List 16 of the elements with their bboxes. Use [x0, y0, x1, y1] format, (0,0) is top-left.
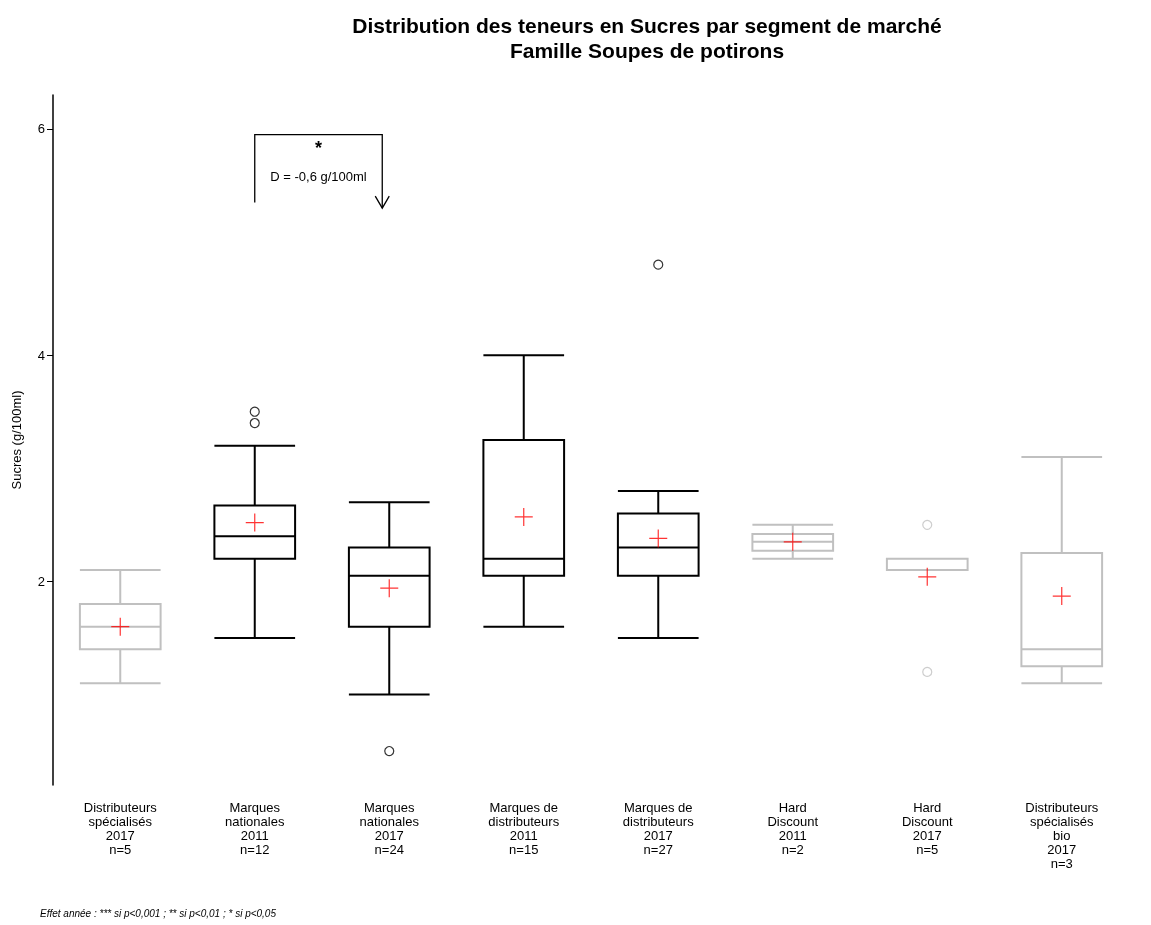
- x-tick-label: Marques nationales 2011 n=12: [225, 799, 285, 857]
- annotation: *: [314, 138, 323, 159]
- x-tick-label: Marques de distributeurs 2011 n=15: [488, 799, 560, 857]
- y-tick-label: 6: [37, 121, 45, 137]
- x-tick-label: Hard Discount 2017 n=5: [901, 799, 953, 857]
- y-tick-label: 4: [37, 347, 45, 363]
- text: Effet année : *** si p<0,001 ; ** si p<0,01 ; * si p<0,05: [40, 907, 277, 919]
- x-tick-label: Marques nationales 2017 n=24: [359, 799, 420, 857]
- x-tick-label: Marques de distributeurs 2017 n=27: [622, 799, 695, 857]
- x-tick-label: Distributeurs spécialisés 2017 n=5: [83, 799, 158, 857]
- chart-title: Distribution des teneurs en Sucres par segment de marché Famille Soupes de potirons: [352, 14, 942, 62]
- annotation: D = -0,6 g/100ml: [270, 168, 367, 184]
- x-tick-label: Hard Discount 2011 n=2: [767, 799, 819, 857]
- y-tick-label: 2: [37, 573, 45, 589]
- x-tick-label: Distributeurs spécialisés bio 2017 n=3: [1025, 799, 1099, 871]
- y-axis-title: Sucres (g/100ml): [9, 390, 24, 490]
